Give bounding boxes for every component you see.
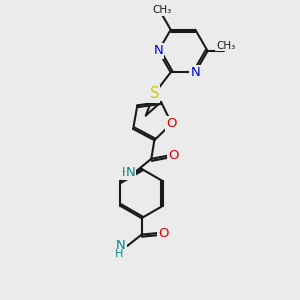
Text: H: H bbox=[122, 166, 130, 179]
Text: N: N bbox=[126, 166, 135, 179]
Text: O: O bbox=[166, 117, 177, 130]
Text: N: N bbox=[190, 66, 200, 79]
Text: CH₃: CH₃ bbox=[216, 40, 235, 51]
Text: N: N bbox=[154, 44, 163, 58]
Text: O: O bbox=[168, 149, 179, 162]
Text: H: H bbox=[115, 249, 123, 260]
Text: S: S bbox=[149, 86, 159, 101]
Text: CH₃: CH₃ bbox=[153, 5, 172, 15]
Text: O: O bbox=[159, 226, 169, 240]
Text: N: N bbox=[116, 239, 126, 252]
